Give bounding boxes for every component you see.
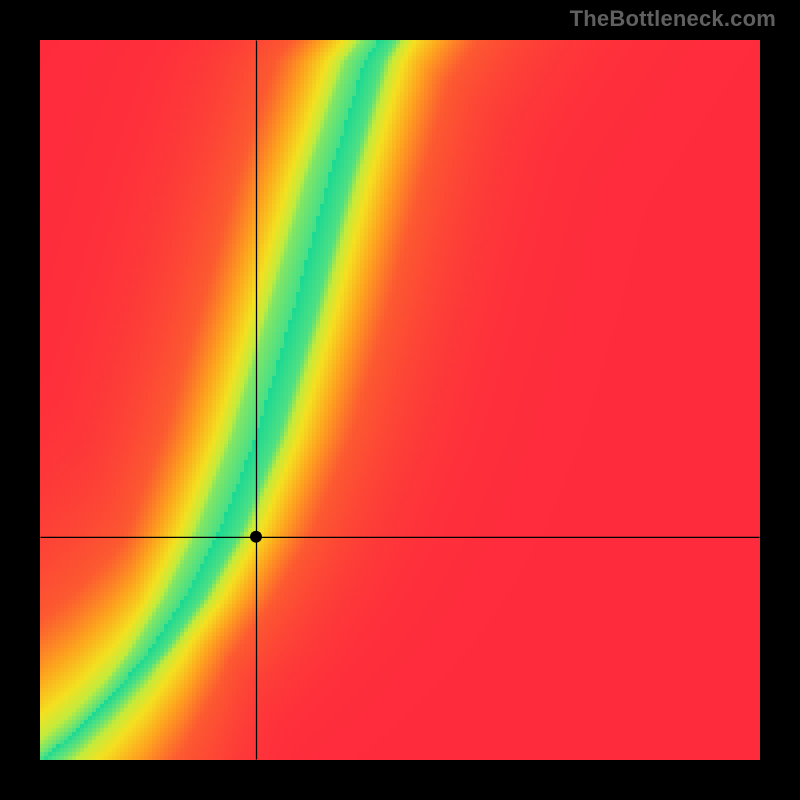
heatmap-plot-area xyxy=(40,40,760,760)
watermark-text: TheBottleneck.com xyxy=(570,6,776,32)
chart-container: TheBottleneck.com xyxy=(0,0,800,800)
bottleneck-heatmap-canvas xyxy=(40,40,760,760)
